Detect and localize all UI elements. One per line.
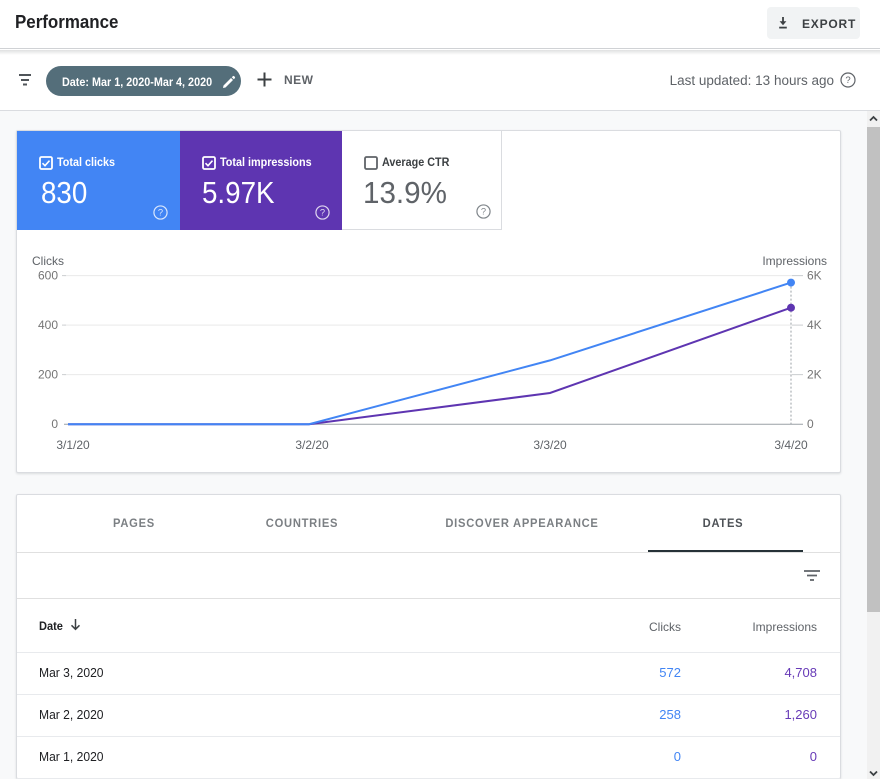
svg-text:Impressions: Impressions xyxy=(762,254,827,268)
svg-text:?: ? xyxy=(158,208,163,218)
svg-text:0: 0 xyxy=(807,417,814,431)
svg-text:200: 200 xyxy=(38,368,58,382)
svg-text:Clicks: Clicks xyxy=(32,254,64,268)
svg-text:6K: 6K xyxy=(807,269,822,283)
svg-text:?: ? xyxy=(481,207,486,217)
svg-text:400: 400 xyxy=(38,318,58,332)
svg-text:0: 0 xyxy=(51,417,58,431)
svg-text:3/2/20: 3/2/20 xyxy=(295,438,329,452)
svg-text:2K: 2K xyxy=(807,368,822,382)
svg-text:3/1/20: 3/1/20 xyxy=(56,438,90,452)
svg-text:?: ? xyxy=(320,208,325,218)
svg-text:3/3/20: 3/3/20 xyxy=(533,438,567,452)
svg-text:600: 600 xyxy=(38,269,58,283)
svg-text:4K: 4K xyxy=(807,318,822,332)
svg-text:?: ? xyxy=(845,75,850,86)
svg-text:3/4/20: 3/4/20 xyxy=(774,438,808,452)
